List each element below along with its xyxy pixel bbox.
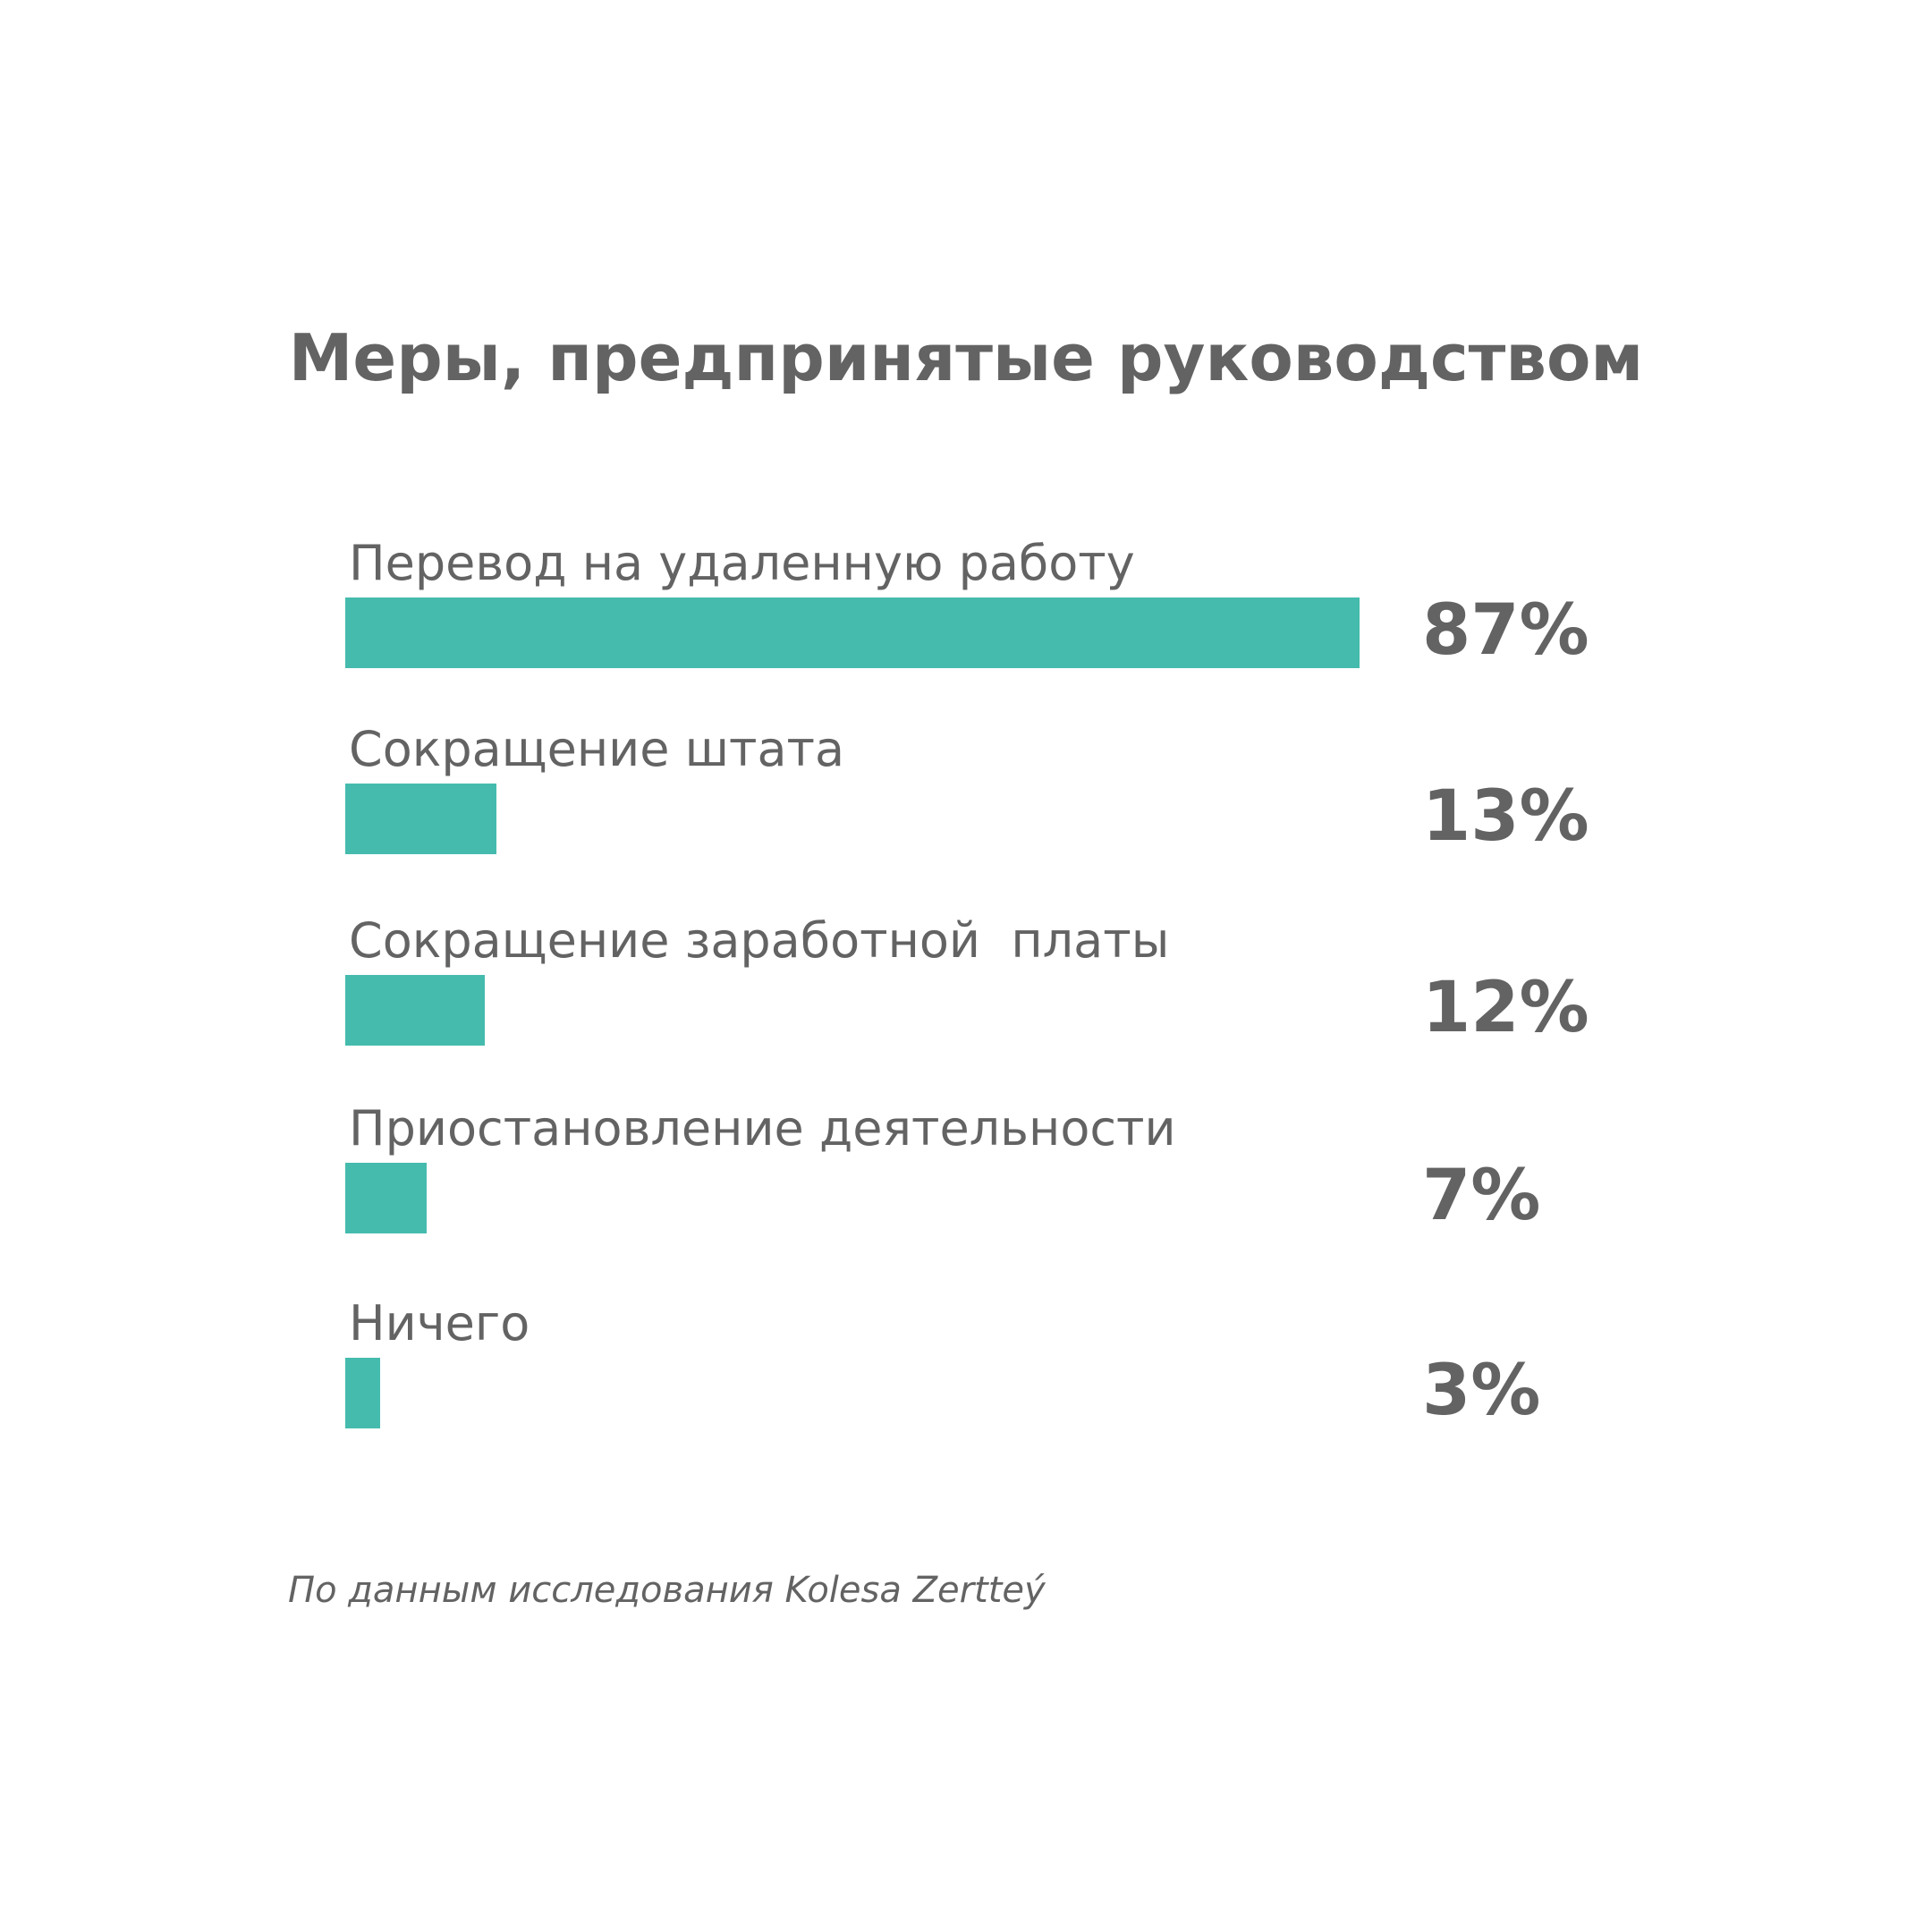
value-label: 3%	[1422, 1351, 1541, 1431]
category-label: Перевод на удаленную работу	[349, 535, 1135, 591]
source-note: По данным исследования Kolesa Zertteý	[288, 1570, 1046, 1611]
category-label: Приостановление деятельности	[349, 1100, 1176, 1157]
value-label: 87%	[1422, 590, 1589, 671]
category-label: Сокращение штата	[349, 721, 845, 777]
value-label: 7%	[1422, 1156, 1541, 1236]
value-label: 13%	[1422, 776, 1589, 857]
value-label: 12%	[1422, 968, 1589, 1048]
bar	[345, 1163, 428, 1233]
bar	[345, 1358, 381, 1428]
bar	[345, 975, 486, 1046]
bar	[345, 597, 1360, 668]
category-label: Ничего	[349, 1295, 530, 1352]
chart-title: Меры, предпринятые руководством	[288, 320, 1644, 395]
category-label: Сокращение заработной платы	[349, 912, 1170, 969]
bar	[345, 784, 497, 854]
